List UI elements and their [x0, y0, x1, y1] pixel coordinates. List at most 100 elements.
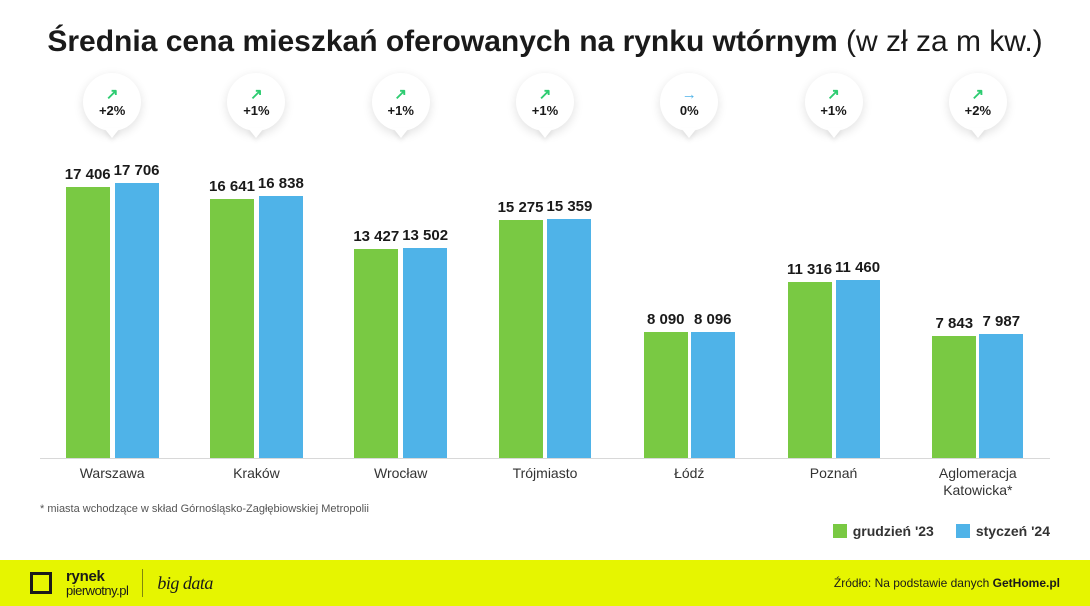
title-bold: Średnia cena mieszkań oferowanych na ryn… — [47, 25, 837, 58]
source-bold: GetHome.pl — [993, 576, 1060, 590]
change-pct: +1% — [388, 103, 414, 118]
change-badge: ↗+1% — [372, 73, 430, 131]
title-light: (w zł za m kw.) — [846, 25, 1043, 58]
change-badge: ↗+2% — [83, 73, 141, 131]
bar-pair: 8 090 8 096 — [644, 178, 735, 458]
legend-label-jan24: styczeń '24 — [976, 523, 1050, 539]
arrow-up-icon: ↗ — [394, 87, 407, 102]
bar — [547, 219, 591, 458]
change-pct: +1% — [532, 103, 558, 118]
change-pct: 0% — [680, 103, 699, 118]
bar-value-label: 16 838 — [258, 175, 304, 192]
bar — [210, 199, 254, 458]
bar-group: ↗+1% 11 31611 460 — [761, 69, 905, 458]
city-label: Łódź — [617, 465, 761, 499]
arrow-up-icon: ↗ — [106, 87, 119, 102]
bar — [115, 183, 159, 458]
bar — [979, 334, 1023, 458]
bar-wrap: 11 316 — [787, 261, 832, 458]
bar-value-label: 17 706 — [114, 162, 160, 179]
bar-group: ↗+1% 16 64116 838 — [184, 69, 328, 458]
bar-wrap: 15 275 — [498, 199, 544, 458]
bar-group: ↗+2% 17 40617 706 — [40, 69, 184, 458]
bar — [66, 187, 110, 458]
bar-wrap: 16 838 — [258, 175, 304, 458]
change-pct: +1% — [243, 103, 269, 118]
bar — [691, 332, 735, 458]
change-pct: +2% — [99, 103, 125, 118]
bar-value-label: 7 987 — [983, 313, 1021, 330]
bar-wrap: 17 406 — [65, 166, 111, 458]
city-label: Trójmiasto — [473, 465, 617, 499]
change-badge: ↗+2% — [949, 73, 1007, 131]
bar — [403, 248, 447, 458]
bar — [932, 336, 976, 458]
city-label: Poznań — [761, 465, 905, 499]
change-pct: +1% — [820, 103, 846, 118]
bar-groups: ↗+2%17 40617 706↗+1%16 64116 838↗+1%13 4… — [40, 69, 1050, 459]
bar-wrap: 8 096 — [691, 311, 735, 458]
city-label: Kraków — [184, 465, 328, 499]
swatch-dec23 — [833, 524, 847, 538]
change-badge: ↗+1% — [805, 73, 863, 131]
bar-wrap: 11 460 — [835, 259, 880, 458]
change-badge: ↗+1% — [227, 73, 285, 131]
bar-pair: 13 42713 502 — [353, 178, 448, 458]
legend-label-dec23: grudzień '23 — [853, 523, 934, 539]
footer-bar: rynek pierwotny.pl big data Źródło: Na p… — [0, 560, 1090, 606]
legend: grudzień '23 styczeń '24 — [0, 515, 1090, 539]
bigdata-label: big data — [157, 573, 213, 594]
city-label: Aglomeracja Katowicka* — [906, 465, 1050, 499]
bar-value-label: 7 843 — [936, 315, 974, 332]
bar-value-label: 8 096 — [694, 311, 732, 328]
brand-line1: rynek — [66, 569, 128, 584]
bar-wrap: 13 502 — [402, 227, 448, 458]
bar — [499, 220, 543, 458]
source-text: Źródło: Na podstawie danych GetHome.pl — [834, 576, 1060, 590]
bar-pair: 17 40617 706 — [65, 178, 160, 458]
bar — [354, 249, 398, 458]
swatch-jan24 — [956, 524, 970, 538]
bar-value-label: 16 641 — [209, 178, 255, 195]
brand-text: rynek pierwotny.pl — [66, 569, 128, 597]
brand-line2: pierwotny.pl — [66, 584, 128, 597]
change-badge: ↗+1% — [516, 73, 574, 131]
bar-group: →0% 8 090 8 096 — [617, 69, 761, 458]
bar — [788, 282, 832, 458]
arrow-up-icon: ↗ — [539, 87, 552, 102]
bar-value-label: 13 427 — [353, 228, 399, 245]
arrow-up-icon: ↗ — [250, 87, 263, 102]
legend-item-jan24: styczeń '24 — [956, 523, 1050, 539]
bar-group: ↗+2% 7 843 7 987 — [906, 69, 1050, 458]
city-labels-row: WarszawaKrakówWrocławTrójmiastoŁódźPozna… — [0, 459, 1090, 499]
legend-item-dec23: grudzień '23 — [833, 523, 934, 539]
bar-value-label: 11 316 — [787, 261, 832, 278]
bar-value-label: 13 502 — [402, 227, 448, 244]
bar-wrap: 15 359 — [546, 198, 592, 458]
arrow-up-icon: ↗ — [827, 87, 840, 102]
bar-pair: 7 843 7 987 — [932, 178, 1023, 458]
change-badge: →0% — [660, 73, 718, 131]
bar-value-label: 15 275 — [498, 199, 544, 216]
bar-value-label: 15 359 — [546, 198, 592, 215]
bar-pair: 15 27515 359 — [498, 178, 593, 458]
footnote: * miasta wchodzące w skład Górnośląsko-Z… — [0, 499, 1090, 515]
bar-value-label: 11 460 — [835, 259, 880, 276]
chart-area: ↗+2%17 40617 706↗+1%16 64116 838↗+1%13 4… — [0, 69, 1090, 459]
bar-wrap: 17 706 — [114, 162, 160, 458]
city-label: Warszawa — [40, 465, 184, 499]
brand-divider — [142, 569, 143, 597]
bar-group: ↗+1% 13 42713 502 — [329, 69, 473, 458]
brand-block: rynek pierwotny.pl big data — [30, 569, 213, 597]
source-prefix: Źródło: Na podstawie danych — [834, 576, 993, 590]
bar-value-label: 17 406 — [65, 166, 111, 183]
bar — [644, 332, 688, 458]
city-label: Wrocław — [329, 465, 473, 499]
bar-wrap: 8 090 — [644, 311, 688, 458]
arrow-up-icon: ↗ — [972, 87, 985, 102]
chart-title: Średnia cena mieszkań oferowanych na ryn… — [0, 0, 1090, 69]
bar-pair: 11 31611 460 — [787, 178, 880, 458]
bar-wrap: 16 641 — [209, 178, 255, 458]
bar-group: ↗+1% 15 27515 359 — [473, 69, 617, 458]
bar — [836, 280, 880, 458]
